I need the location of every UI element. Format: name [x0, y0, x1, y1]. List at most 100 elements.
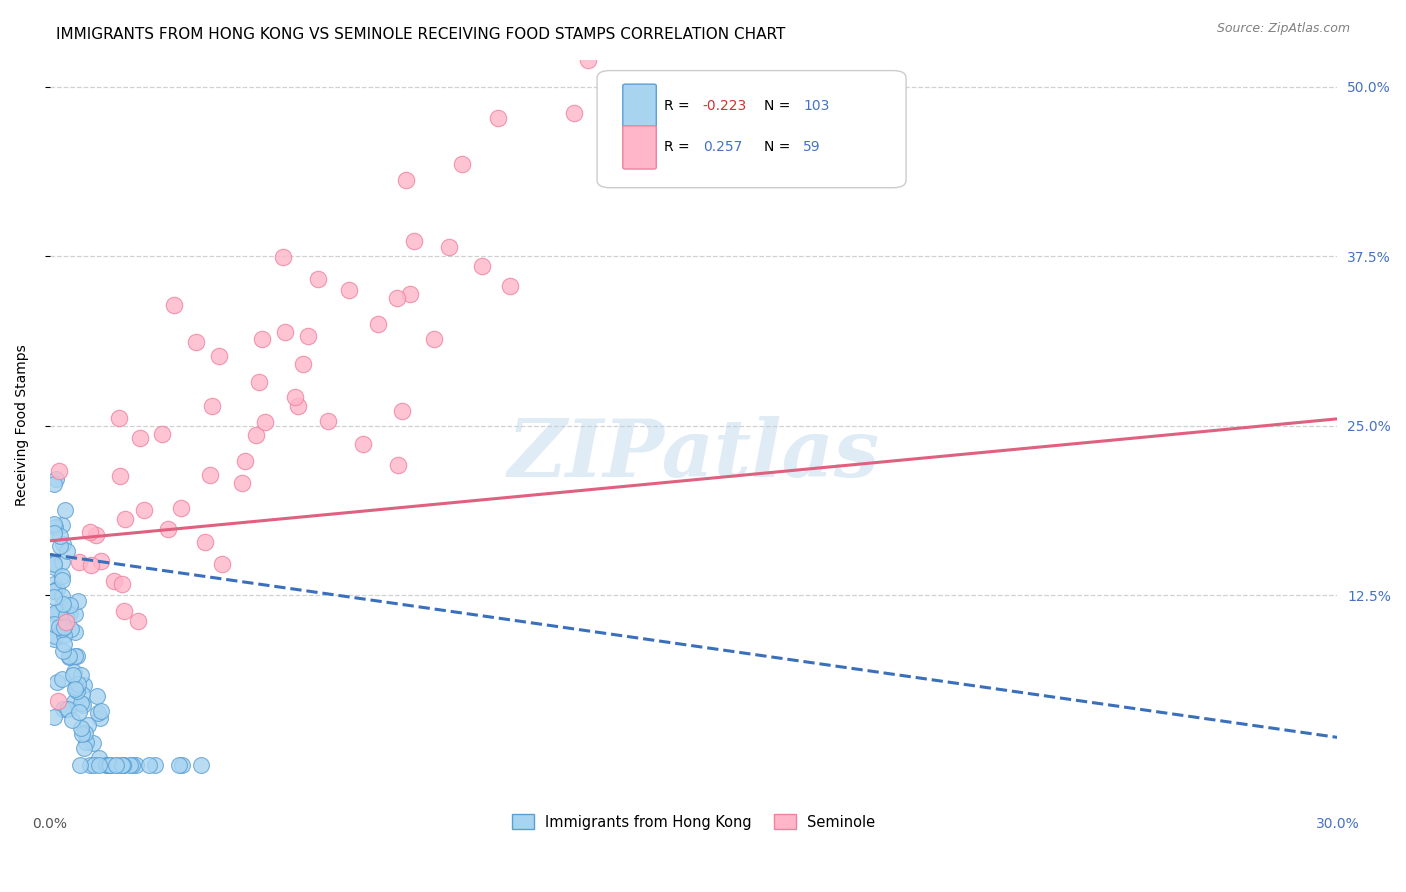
Point [79, 757, 101, 772]
Point [201, 399, 224, 413]
Point [42, 557, 65, 571]
Point [63, 648, 86, 663]
Point [42, 583, 65, 598]
Point [245, 427, 267, 442]
Point [233, 454, 256, 468]
Point [58, 650, 80, 665]
Point [132, 503, 155, 517]
Point [51, 573, 73, 587]
Point [46, 674, 69, 689]
Point [44, 629, 66, 643]
Point [42, 710, 65, 724]
Point [72, 687, 94, 701]
Point [287, 399, 309, 413]
Point [53, 502, 76, 516]
Point [297, 329, 319, 343]
Point [157, 522, 180, 536]
Point [211, 557, 233, 571]
Point [172, 757, 194, 772]
Legend: Immigrants from Hong Kong, Seminole: Immigrants from Hong Kong, Seminole [506, 808, 882, 836]
Point [292, 357, 315, 371]
Point [395, 173, 418, 187]
Point [62, 668, 84, 682]
Point [51, 672, 73, 686]
Point [59, 622, 82, 636]
FancyBboxPatch shape [623, 126, 657, 169]
FancyBboxPatch shape [623, 84, 657, 128]
Point [86, 528, 108, 542]
Point [129, 432, 152, 446]
Point [112, 757, 135, 772]
Point [745, 160, 768, 174]
Point [105, 757, 128, 772]
Point [58, 649, 80, 664]
Point [274, 325, 297, 339]
Point [207, 350, 229, 364]
Point [66, 677, 89, 691]
Text: Source: ZipAtlas.com: Source: ZipAtlas.com [1216, 22, 1350, 36]
Text: ZIPatlas: ZIPatlas [508, 417, 880, 493]
Point [439, 239, 461, 253]
Point [170, 500, 193, 515]
Point [108, 410, 131, 425]
Point [59, 607, 82, 621]
Point [352, 436, 374, 450]
Point [42, 476, 65, 491]
Point [44, 520, 66, 534]
Point [80, 558, 103, 572]
Point [42, 560, 65, 574]
Point [70, 727, 93, 741]
Point [94, 757, 117, 772]
Point [49, 529, 72, 543]
Point [98, 757, 121, 772]
Point [402, 234, 425, 248]
Point [451, 156, 474, 170]
Point [65, 681, 87, 695]
Point [89, 710, 111, 724]
Point [73, 726, 96, 740]
Y-axis label: Receiving Food Stamps: Receiving Food Stamps [15, 344, 30, 507]
Point [51, 517, 73, 532]
Point [52, 597, 75, 611]
Text: 0.257: 0.257 [703, 140, 742, 154]
Point [70, 667, 93, 681]
Point [184, 334, 207, 349]
Point [576, 53, 599, 67]
Point [111, 757, 134, 772]
Point [75, 735, 97, 749]
Point [169, 757, 191, 772]
Point [471, 259, 494, 273]
Point [69, 705, 91, 719]
Point [399, 287, 422, 301]
Point [72, 741, 94, 756]
Point [163, 298, 186, 312]
Point [103, 574, 125, 589]
Point [150, 426, 173, 441]
Point [42, 577, 65, 591]
Point [48, 605, 70, 619]
Text: -0.223: -0.223 [703, 99, 747, 112]
Point [70, 721, 93, 735]
Point [53, 637, 76, 651]
Point [52, 644, 75, 658]
Point [42, 591, 65, 605]
Point [55, 702, 77, 716]
Point [112, 604, 135, 618]
Point [391, 404, 413, 418]
Text: N =: N = [765, 140, 796, 154]
Point [198, 468, 221, 483]
Point [53, 620, 76, 634]
Point [63, 607, 86, 621]
Point [111, 577, 134, 591]
Point [42, 632, 65, 646]
Point [66, 648, 89, 663]
Point [87, 706, 110, 720]
Point [82, 736, 104, 750]
Text: 30.0%: 30.0% [1316, 816, 1360, 830]
Point [77, 717, 100, 731]
Point [51, 555, 73, 569]
Point [231, 475, 253, 490]
Point [42, 584, 65, 599]
Point [247, 376, 270, 390]
Point [138, 757, 160, 772]
